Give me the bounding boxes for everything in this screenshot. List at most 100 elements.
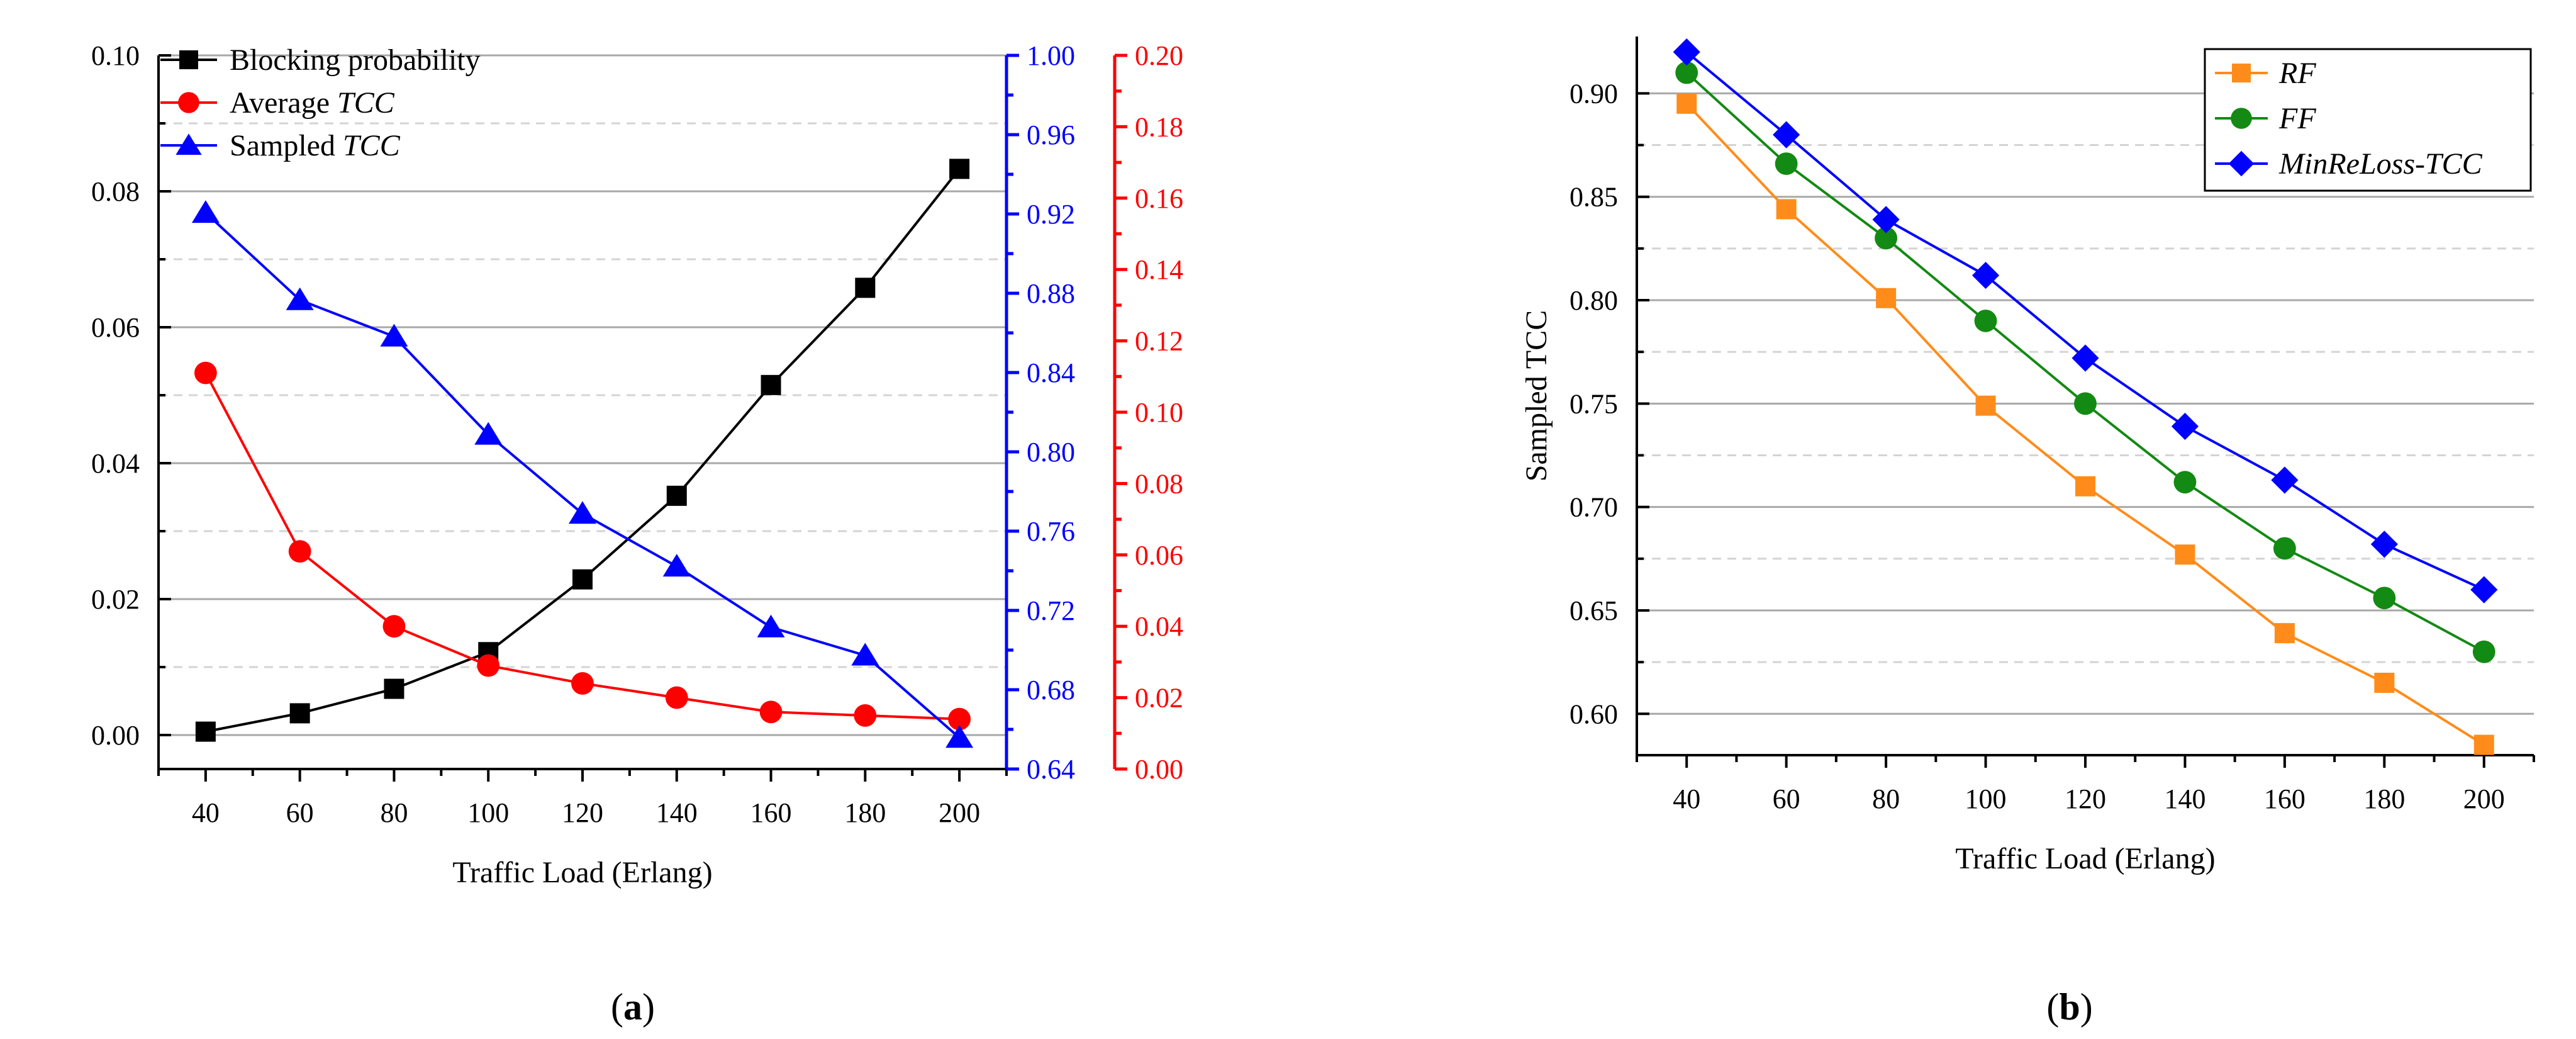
x-tick-label: 40	[1673, 783, 1700, 814]
y-tick-label: 0.85	[1570, 182, 1618, 213]
x-tick-label: 160	[2264, 783, 2306, 814]
data-point	[666, 485, 687, 506]
left-y-tick-label: 0.00	[91, 720, 140, 751]
data-point	[1773, 121, 1800, 149]
data-point	[851, 643, 879, 666]
data-point	[384, 678, 404, 699]
legend-label: FF	[2278, 102, 2316, 135]
data-point	[1876, 288, 1897, 308]
data-point	[1971, 261, 2000, 289]
red-y-tick-label: 0.06	[1135, 540, 1183, 571]
blue-y-tick-label: 0.64	[1027, 754, 1075, 785]
y-axis-title: Sampled TCC	[1520, 310, 1553, 481]
left-y-tick-label: 0.06	[91, 312, 140, 343]
x-tick-label: 140	[2164, 783, 2205, 814]
x-tick-label: 120	[562, 797, 603, 828]
blue-y-tick-label: 1.00	[1027, 40, 1075, 71]
blue-y-tick-label: 0.72	[1027, 595, 1075, 626]
x-tick-label: 60	[286, 797, 314, 828]
data-point	[949, 159, 970, 179]
legend-marker	[176, 133, 202, 155]
red-y-tick-label: 0.16	[1135, 183, 1183, 214]
data-point	[2171, 412, 2199, 441]
x-tick-label: 180	[844, 797, 886, 828]
x-tick-label: 100	[1965, 783, 2007, 814]
data-point	[289, 703, 310, 724]
x-tick-label: 180	[2363, 783, 2405, 814]
red-y-tick-label: 0.14	[1135, 254, 1183, 285]
blue-y-tick-label: 0.92	[1027, 199, 1075, 230]
data-point	[1974, 309, 1997, 332]
data-point	[665, 686, 688, 709]
blue-y-tick-label: 0.80	[1027, 437, 1075, 468]
data-point	[945, 725, 974, 748]
data-point	[759, 700, 783, 724]
red-y-tick-label: 0.00	[1135, 754, 1183, 785]
x-tick-label: 40	[192, 797, 220, 828]
red-y-tick-label: 0.02	[1135, 683, 1183, 714]
data-point	[194, 361, 217, 385]
x-tick-label: 120	[2065, 783, 2106, 814]
y-tick-label: 0.65	[1570, 595, 1618, 626]
data-point	[855, 278, 876, 298]
blue-y-tick-label: 0.68	[1027, 675, 1075, 705]
legend-marker	[179, 50, 198, 69]
data-point	[2071, 344, 2099, 372]
y-tick-label: 0.75	[1570, 388, 1618, 419]
data-point	[2373, 587, 2396, 610]
left-y-tick-label: 0.02	[91, 584, 140, 615]
data-point	[477, 654, 500, 677]
legend-marker	[178, 92, 199, 113]
panel-label: (a)	[611, 986, 655, 1028]
panel-label: (b)	[2046, 986, 2092, 1028]
x-tick-label: 160	[750, 797, 792, 828]
data-point	[1775, 152, 1798, 176]
data-point	[948, 707, 971, 731]
data-point	[2273, 537, 2296, 560]
data-point	[854, 704, 877, 727]
red-y-tick-label: 0.12	[1135, 326, 1183, 357]
left-y-tick-label: 0.04	[91, 448, 140, 479]
data-point	[2472, 640, 2495, 663]
data-point	[191, 200, 220, 223]
blue-y-tick-label: 0.76	[1027, 516, 1075, 547]
data-point	[2074, 392, 2097, 415]
blue-y-tick-label: 0.88	[1027, 278, 1075, 309]
x-tick-label: 60	[1773, 783, 1800, 814]
series-line	[204, 211, 961, 739]
legend-label: RF	[2278, 57, 2316, 90]
data-point	[572, 569, 593, 590]
data-point	[1675, 61, 1698, 84]
red-y-tick-label: 0.20	[1135, 40, 1183, 71]
data-point	[1776, 199, 1797, 220]
data-point	[2473, 734, 2494, 755]
left-y-tick-label: 0.08	[91, 176, 140, 207]
data-point	[1875, 227, 1898, 250]
red-y-tick-label: 0.04	[1135, 611, 1183, 642]
x-tick-label: 200	[2463, 783, 2505, 814]
data-point	[1872, 206, 1900, 233]
data-point	[1673, 38, 1700, 66]
x-tick-label: 100	[467, 797, 509, 828]
x-tick-label: 140	[656, 797, 698, 828]
legend-marker	[2232, 64, 2251, 82]
data-point	[2173, 471, 2197, 494]
legend-label: Blocking probability	[230, 43, 481, 77]
data-point	[286, 287, 314, 310]
x-axis-title: Traffic Load (Erlang)	[1955, 842, 2215, 875]
y-tick-label: 0.90	[1570, 78, 1618, 109]
legend-marker	[2228, 150, 2255, 177]
legend-label: Sampled TCC	[230, 129, 401, 162]
data-point	[662, 554, 691, 577]
data-point	[571, 672, 594, 695]
x-tick-label: 80	[1872, 783, 1900, 814]
data-point	[2370, 531, 2398, 558]
data-point	[2075, 476, 2095, 497]
data-point	[288, 540, 311, 563]
data-point	[757, 614, 785, 637]
series-line	[205, 168, 961, 733]
red-y-tick-label: 0.08	[1135, 468, 1183, 499]
red-y-tick-label: 0.18	[1135, 111, 1183, 142]
x-axis-title: Traffic Load (Erlang)	[452, 856, 712, 889]
